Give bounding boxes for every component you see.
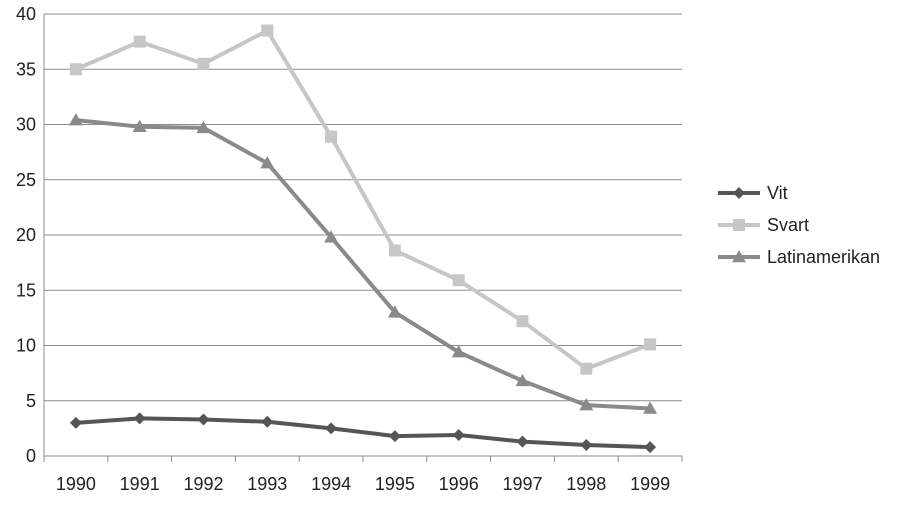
data-point-svart [516, 315, 529, 328]
x-tick-label: 1997 [502, 474, 542, 494]
data-point-vit [69, 416, 82, 429]
legend: Vit Svart Latinamerikan [718, 183, 880, 267]
x-tick-label: 1995 [375, 474, 415, 494]
legend-marker-latinamerikan [732, 250, 746, 263]
data-point-svart [133, 35, 146, 48]
data-point-vit [325, 422, 338, 435]
series-line-latinamerikan [75, 118, 651, 411]
legend-label-vit: Vit [767, 183, 788, 203]
y-tick-label: 30 [16, 115, 36, 135]
series-line-svart [75, 28, 651, 371]
y-tick-label: 15 [16, 280, 36, 300]
data-point-svart [388, 244, 401, 257]
data-point-vit [452, 429, 465, 442]
y-tick-labels: 0 5 10 15 20 25 30 35 40 [16, 4, 36, 466]
legend-marker-vit [733, 187, 745, 199]
x-tick-label: 1990 [56, 474, 96, 494]
data-point-svart [197, 57, 210, 70]
data-point-vit [516, 435, 529, 448]
data-point-svart [325, 130, 338, 143]
data-point-latinamerikan [387, 305, 402, 318]
data-point-vit [197, 413, 210, 426]
x-tick-labels: 1990 1991 1992 1993 1994 1995 1996 1997 1998 1999 [56, 474, 670, 494]
y-tick-label: 35 [16, 59, 36, 79]
x-tick-label: 1994 [311, 474, 351, 494]
x-tick-label: 1999 [630, 474, 670, 494]
data-point-latinamerikan [451, 345, 466, 358]
gridlines [44, 13, 682, 402]
y-tick-label: 40 [16, 4, 36, 24]
data-point-svart [580, 362, 593, 375]
legend-item-svart: Svart [718, 215, 809, 235]
data-point-latinamerikan [643, 401, 658, 414]
data-point-svart [644, 338, 657, 351]
series-line-vit [75, 416, 651, 450]
data-point-svart [452, 274, 465, 287]
x-tick-label: 1993 [247, 474, 287, 494]
axes [43, 14, 683, 462]
data-point-vit [644, 441, 657, 454]
data-point-svart [69, 63, 82, 76]
data-point-vit [133, 412, 146, 425]
y-tick-label: 25 [16, 170, 36, 190]
y-tick-label: 0 [26, 446, 36, 466]
data-point-latinamerikan [132, 119, 147, 132]
x-tick-label: 1991 [120, 474, 160, 494]
series-latinamerikan [68, 113, 658, 414]
x-tick-label: 1996 [439, 474, 479, 494]
y-tick-label: 20 [16, 225, 36, 245]
legend-label-latinamerikan: Latinamerikan [767, 247, 880, 267]
data-point-latinamerikan [579, 398, 594, 411]
series-lines [68, 24, 658, 454]
data-point-latinamerikan [68, 113, 83, 126]
data-point-latinamerikan [260, 156, 275, 169]
data-point-latinamerikan [196, 120, 211, 134]
legend-item-vit: Vit [718, 183, 788, 203]
data-point-latinamerikan [324, 230, 339, 243]
legend-marker-svart [733, 219, 745, 231]
series-vit [69, 412, 657, 454]
x-tick-label: 1992 [183, 474, 223, 494]
y-tick-label: 5 [26, 391, 36, 411]
data-point-vit [261, 415, 274, 428]
data-point-vit [388, 430, 401, 443]
x-tick-label: 1998 [566, 474, 606, 494]
legend-item-latinamerikan: Latinamerikan [718, 247, 880, 267]
data-point-vit [580, 438, 593, 451]
data-point-latinamerikan [515, 373, 530, 387]
data-point-svart [261, 24, 274, 37]
series-svart [69, 24, 657, 375]
legend-label-svart: Svart [767, 215, 809, 235]
y-tick-label: 10 [16, 336, 36, 356]
